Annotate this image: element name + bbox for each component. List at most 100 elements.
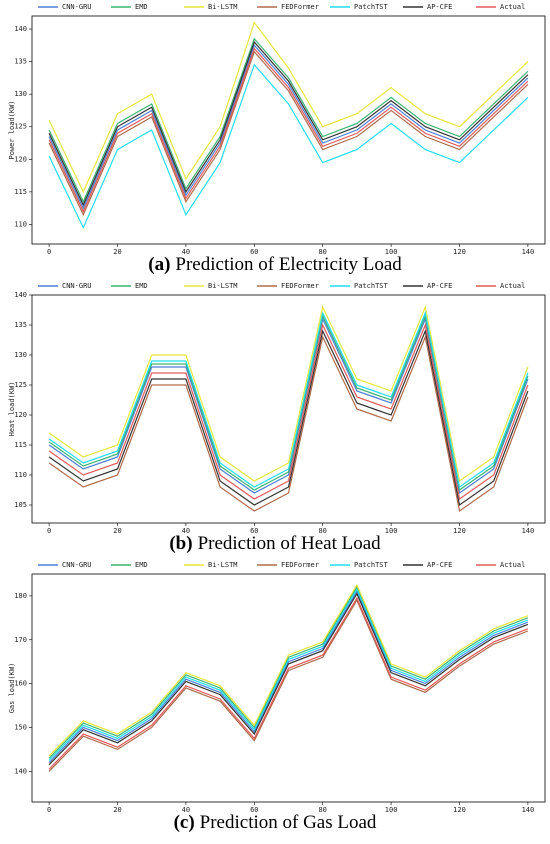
x-tick-label: 120 — [453, 806, 466, 814]
plot-frame — [31, 573, 546, 803]
series-line — [48, 304, 529, 483]
series-line — [48, 47, 529, 213]
y-axis-label: Power load(KW) — [8, 100, 16, 159]
series-line — [48, 585, 529, 759]
caption-text: Prediction of Heat Load — [198, 533, 382, 554]
series-line — [48, 44, 529, 210]
y-axis-label: Heat load(KW) — [8, 382, 16, 437]
x-tick-label: 140 — [522, 806, 535, 814]
x-tick-label: 20 — [113, 248, 121, 256]
y-tick-label: 115 — [14, 441, 27, 449]
series-line — [48, 598, 529, 772]
series-line — [48, 40, 529, 207]
series-line — [48, 63, 529, 230]
y-tick-label: 140 — [14, 767, 27, 775]
y-tick-label: 140 — [14, 25, 27, 33]
legend-label: FEDFormer — [281, 561, 319, 569]
x-tick-label: 60 — [250, 248, 258, 256]
x-tick-label: 0 — [47, 806, 51, 814]
y-tick-label: 135 — [14, 321, 27, 329]
x-tick-label: 0 — [47, 248, 51, 256]
x-tick-label: 40 — [182, 527, 190, 535]
y-tick-label: 110 — [14, 471, 27, 479]
legend-label: PatchTST — [354, 282, 389, 290]
series-line — [48, 21, 529, 194]
legend-label: Bi-LSTM — [208, 561, 238, 569]
x-tick-label: 100 — [385, 248, 398, 256]
x-tick-label: 80 — [318, 806, 326, 814]
caption-label: (a) — [148, 254, 170, 275]
y-tick-label: 150 — [14, 723, 27, 731]
legend-label: Actual — [500, 3, 525, 11]
legend-label: Bi-LSTM — [208, 3, 238, 11]
series-line — [48, 328, 529, 507]
series-line — [48, 310, 529, 489]
y-tick-label: 140 — [14, 291, 27, 299]
caption: (a) Prediction of Electricity Load — [148, 254, 402, 275]
series-line — [48, 583, 529, 757]
x-tick-label: 100 — [385, 806, 398, 814]
x-tick-label: 120 — [453, 527, 466, 535]
legend-label: EMD — [135, 282, 148, 290]
legend-label: Actual — [500, 561, 525, 569]
series-line — [48, 37, 529, 204]
series-line — [48, 596, 529, 770]
y-tick-label: 130 — [14, 351, 27, 359]
legend-label: FEDFormer — [281, 3, 319, 11]
series-line — [48, 50, 529, 217]
y-tick-label: 180 — [14, 592, 27, 600]
plot-frame — [31, 294, 546, 524]
legend-label: CNN-GRU — [62, 561, 92, 569]
caption-label: (c) — [174, 812, 195, 833]
y-tick-label: 160 — [14, 680, 27, 688]
legend-label: Actual — [500, 282, 525, 290]
y-tick-label: 125 — [14, 123, 27, 131]
x-tick-label: 40 — [182, 248, 190, 256]
x-tick-label: 60 — [250, 806, 258, 814]
legend-label: EMD — [135, 3, 148, 11]
legend-label: AP-CFE — [427, 282, 452, 290]
caption-text: Prediction of Gas Load — [200, 812, 377, 833]
legend-label: AP-CFE — [427, 561, 452, 569]
y-tick-label: 120 — [14, 155, 27, 163]
x-tick-label: 80 — [318, 248, 326, 256]
x-tick-label: 20 — [113, 806, 121, 814]
caption: (c) Prediction of Gas Load — [174, 812, 377, 833]
series-line — [48, 592, 529, 766]
legend-label: Bi-LSTM — [208, 282, 238, 290]
y-tick-label: 120 — [14, 411, 27, 419]
caption-text: Prediction of Electricity Load — [175, 254, 402, 275]
x-tick-label: 140 — [522, 248, 535, 256]
y-tick-label: 115 — [14, 188, 27, 196]
y-tick-label: 130 — [14, 90, 27, 98]
x-tick-label: 120 — [453, 248, 466, 256]
caption: (b) Prediction of Heat Load — [169, 533, 381, 554]
x-tick-label: 60 — [250, 527, 258, 535]
x-tick-label: 40 — [182, 806, 190, 814]
y-tick-label: 125 — [14, 381, 27, 389]
series-line — [48, 334, 529, 513]
y-axis-label: Gas load(KW) — [8, 663, 16, 714]
caption-label: (b) — [169, 533, 192, 554]
legend-label: PatchTST — [354, 3, 389, 11]
series-line — [48, 322, 529, 501]
x-tick-label: 100 — [385, 527, 398, 535]
y-tick-label: 110 — [14, 220, 27, 228]
series-line — [48, 588, 529, 761]
x-tick-label: 20 — [113, 527, 121, 535]
legend-label: CNN-GRU — [62, 3, 92, 11]
plot-frame — [31, 15, 546, 245]
y-tick-label: 170 — [14, 636, 27, 644]
series-line — [48, 590, 529, 763]
legend-label: FEDFormer — [281, 282, 319, 290]
legend-label: PatchTST — [354, 561, 389, 569]
x-tick-label: 140 — [522, 527, 535, 535]
legend-label: CNN-GRU — [62, 282, 92, 290]
y-tick-label: 105 — [14, 501, 27, 509]
x-tick-label: 80 — [318, 527, 326, 535]
legend-label: EMD — [135, 561, 148, 569]
x-tick-label: 0 — [47, 527, 51, 535]
y-tick-label: 135 — [14, 58, 27, 66]
legend-label: AP-CFE — [427, 3, 452, 11]
